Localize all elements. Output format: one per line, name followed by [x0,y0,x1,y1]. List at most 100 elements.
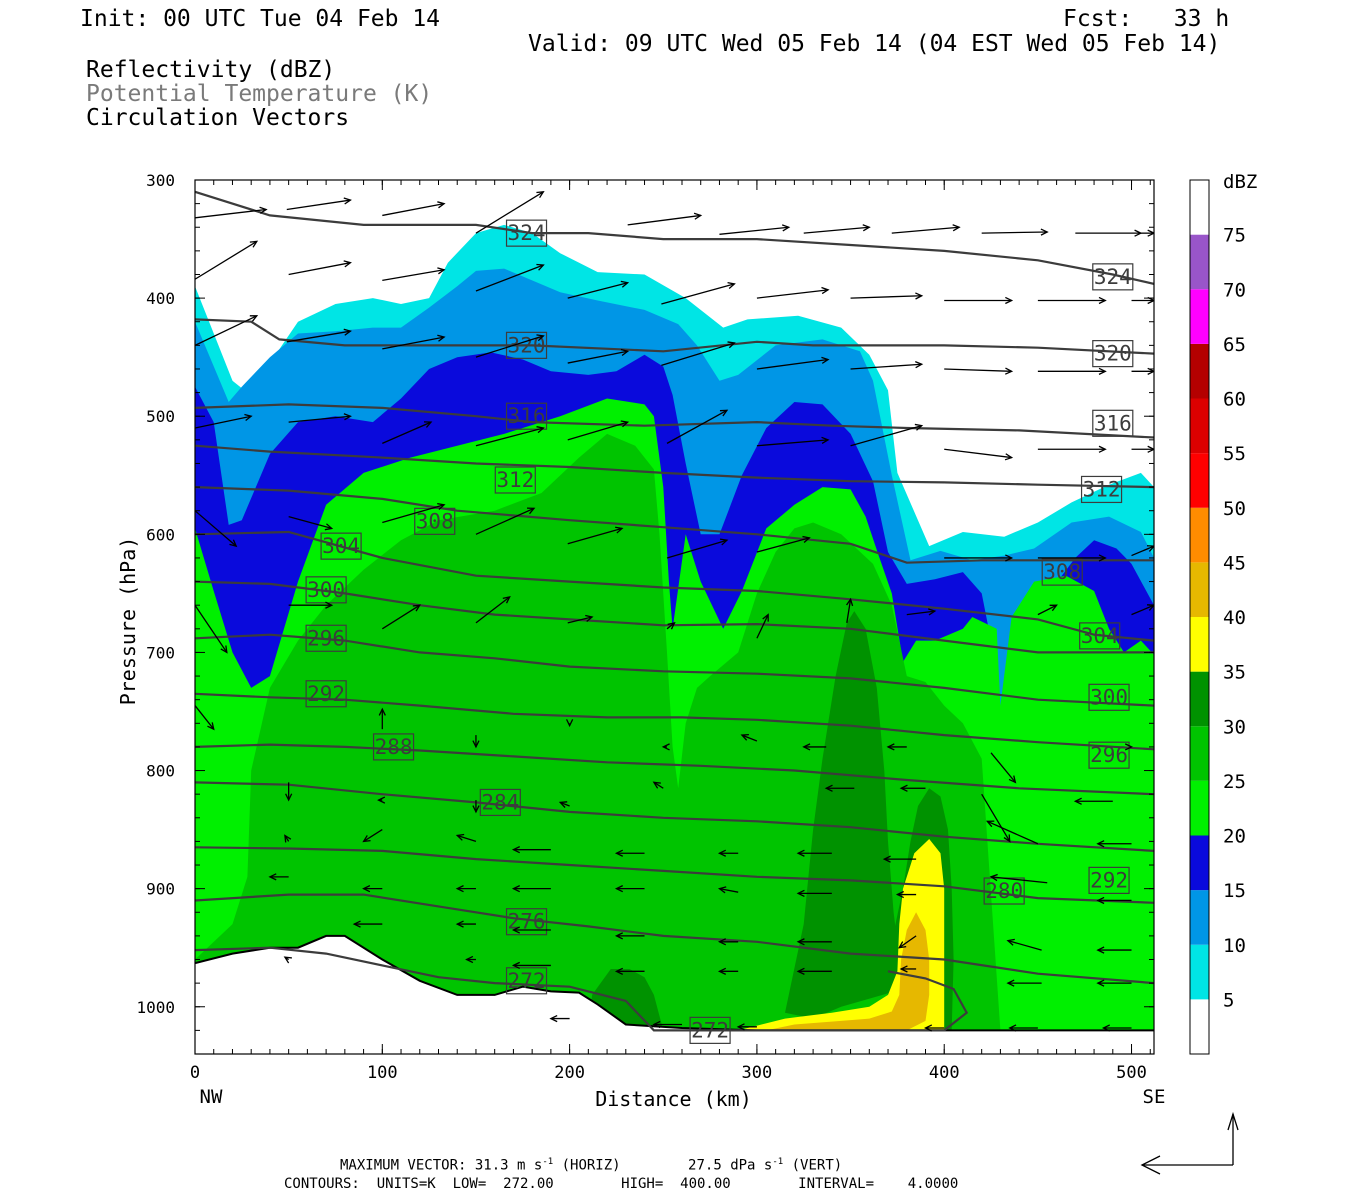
vector-arrowhead [1049,604,1058,612]
vector-arrowhead [719,538,729,546]
colorbar-label: 70 [1223,279,1246,301]
vector-arrowhead [511,926,521,934]
circulation-vector [475,596,511,624]
contour-label: 296 [307,626,345,650]
vector-arrowhead [352,920,361,928]
contour-label-box [1079,622,1121,650]
vector-arrowhead [472,740,480,749]
circulation-vector [567,527,623,545]
contour-label-box [1041,558,1083,586]
vector-arrowhead [736,1023,745,1031]
theta-contour [195,444,1154,489]
vector-arrowhead [693,212,703,220]
contour-label: 292 [1090,868,1128,892]
init-time: Init: 00 UTC Tue 04 Feb 14 [80,6,441,32]
theta-contour [195,530,1154,642]
theta-contour [195,318,1154,355]
theta-contour [195,946,969,1032]
vector-arrowhead [1147,229,1154,237]
vector-arrowhead [898,941,907,949]
contour-label: 304 [1081,624,1119,648]
colorbar-bin [1190,398,1209,454]
y-tick-label: 700 [146,643,175,662]
vector-arrowhead [437,502,446,510]
contour-label: 300 [1090,685,1128,709]
vector-arrowhead [1004,367,1014,375]
theta-contour [195,580,1154,654]
vector-arrowhead [362,835,371,843]
vector-arrowhead [362,885,371,893]
circulation-vector [944,368,1012,372]
circulation-vector [850,425,922,447]
vector-arrowhead [846,597,854,607]
vector-arrowhead [1096,979,1105,987]
contour-label-box [505,908,548,936]
x-tick-label: 200 [554,1063,585,1083]
vector-arrowhead [1004,453,1014,461]
vector-arrowhead [511,961,521,970]
circulation-vector [666,409,728,444]
vector-arrowhead [781,224,791,232]
vector-arrowhead [343,328,352,336]
vector-arrowhead [915,361,924,369]
circulation-vector [990,876,1048,884]
vector-arrowhead [1098,445,1107,453]
vector-arrowhead [207,722,215,731]
circulation-vector [195,415,252,429]
colorbar-bin [1190,617,1209,672]
contour-label: 308 [416,509,454,533]
circulation-vector [987,820,1039,845]
vector-arrowhead [472,805,480,814]
contour-label: 316 [1094,411,1132,435]
contour-label-box [1088,683,1130,711]
circulation-vector [195,315,258,346]
max-vector-vert: 27.5 dPa s [688,1157,773,1174]
vector-arrowhead [620,420,630,428]
vector-arrowhead [1005,554,1014,562]
vector-arrowhead [717,967,727,975]
plot-frame [194,179,1155,1055]
vector-arrowhead [821,356,830,364]
circulation-vector [382,421,432,444]
x-tick-label: 400 [929,1063,960,1083]
vector-arrowhead [952,224,961,232]
contour-label: 324 [508,221,546,245]
x-tick-label: 100 [367,1063,398,1083]
circulation-vector [195,510,237,547]
circulation-vector [381,604,421,630]
y-tick-label: 900 [146,880,175,899]
contour-label-box [305,624,347,652]
theta-contour [195,743,1154,796]
vector-arrowhead [455,920,464,928]
y-axis-label: Pressure (hPa) [116,537,140,706]
contour-label-box [1092,263,1134,291]
contour-label-box [505,967,548,995]
vector-arrowhead [652,781,661,789]
circulation-vector [756,439,829,447]
contour-label-box [505,331,548,359]
contour-label-box [1088,866,1130,894]
vector-arrowhead [727,282,736,290]
vector-arrowhead [1096,840,1105,848]
reflectivity-region [195,433,1001,1031]
colorbar-bin [1190,180,1209,235]
vector-arrowhead [802,743,811,751]
circulation-vector [1037,604,1057,616]
contour-label: 324 [1094,265,1132,289]
vector-arrowhead [985,820,995,828]
vector-arrowhead [343,413,352,421]
circulation-vector [567,421,628,441]
vector-arrowhead [1147,445,1154,453]
contour-label-box [494,466,536,494]
colorbar-title: dBZ [1223,171,1257,193]
circulation-vector [475,191,544,234]
contour-label-box [1092,340,1134,368]
circulation-vector [560,801,570,807]
vector-arrowhead [928,608,937,616]
reflectivity-region [766,912,930,1031]
contour-label: 272 [508,969,546,993]
vector-arrowhead [1098,554,1107,562]
circulation-vector [719,888,739,893]
x-end-label-left: NW [200,1086,223,1108]
